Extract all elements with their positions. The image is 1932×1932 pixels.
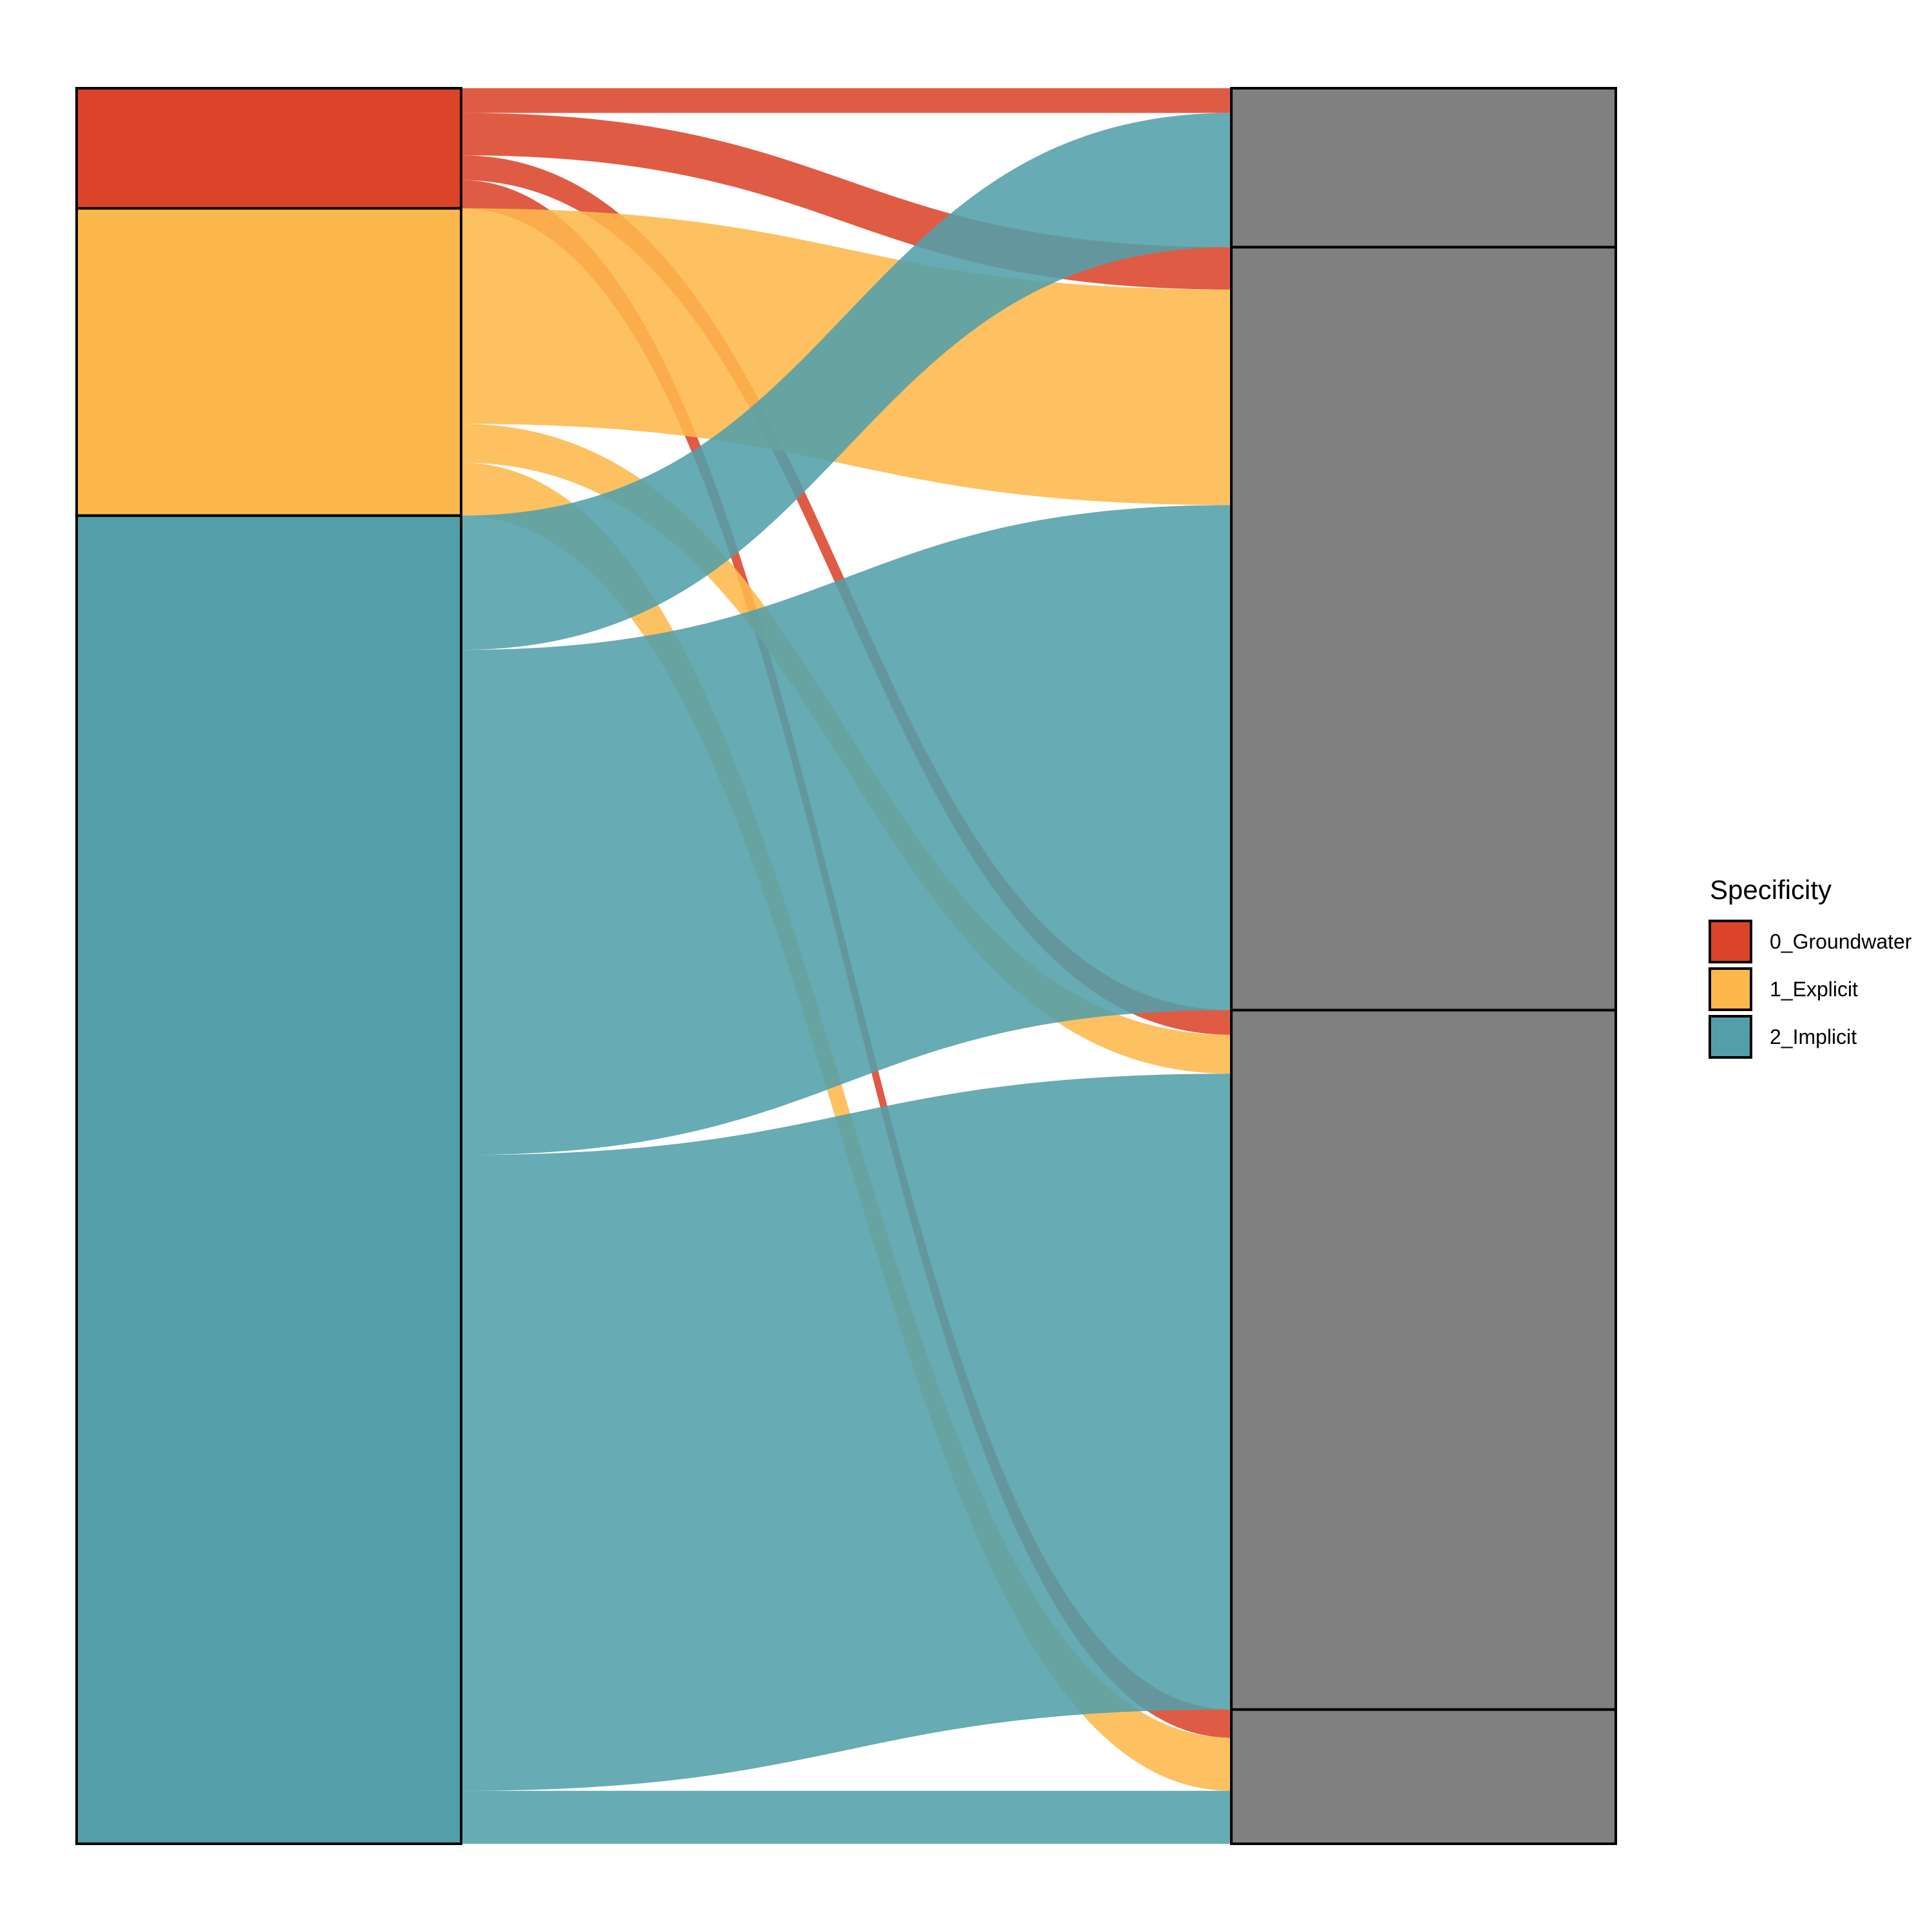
strata-layer: [75, 87, 1617, 1846]
flow-2-implicit-to-r1: [461, 113, 1231, 650]
legend-swatch-implicit: [1709, 1015, 1752, 1059]
right-stratum-r1: [1230, 87, 1617, 249]
flows-layer: [461, 88, 1231, 1844]
legend-swatch-explicit: [1709, 967, 1752, 1011]
legend-entry-explicit: 1_Explicit: [1709, 967, 1858, 1011]
legend-entry-implicit: 2_Implicit: [1709, 1015, 1857, 1059]
flow-2-implicit-to-r2: [461, 505, 1231, 1155]
legend-label-implicit: 2_Implicit: [1770, 1025, 1857, 1048]
legend-entry-groundwater: 0_Groundwater: [1709, 920, 1912, 963]
legend-swatch-groundwater: [1709, 920, 1752, 963]
left-stratum-2-implicit: [75, 514, 462, 1845]
legend-label-groundwater: 0_Groundwater: [1770, 930, 1912, 953]
left-stratum-1-explicit: [75, 207, 462, 517]
right-stratum-r4: [1230, 1708, 1617, 1846]
legend-title: Specificity: [1710, 875, 1832, 905]
left-stratum-0-groundwater: [75, 87, 462, 210]
right-stratum-r2: [1230, 245, 1617, 1012]
right-stratum-r3: [1230, 1009, 1617, 1711]
flow-2-implicit-to-r3: [461, 1074, 1231, 1791]
flow-2-implicit-to-r4: [461, 1790, 1231, 1844]
legend-label-explicit: 1_Explicit: [1770, 978, 1858, 1001]
flow-0-groundwater-to-r1: [461, 88, 1231, 113]
legend: Specificity 0_Groundwater 1_Explicit 2_I…: [1709, 875, 1912, 1059]
